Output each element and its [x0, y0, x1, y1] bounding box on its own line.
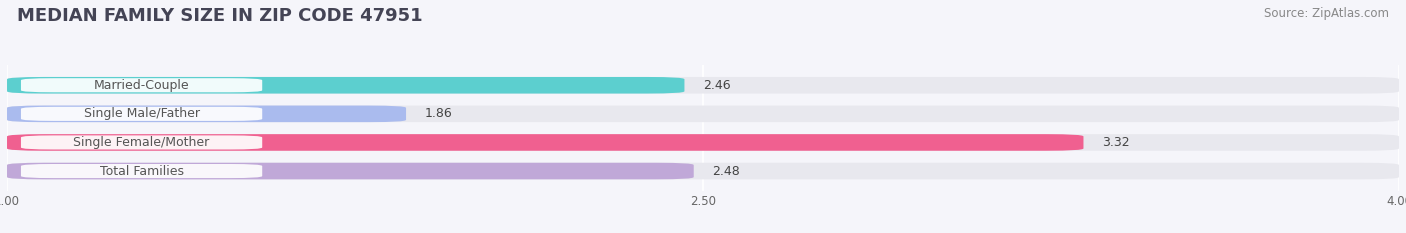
FancyBboxPatch shape — [7, 106, 406, 122]
FancyBboxPatch shape — [7, 77, 685, 94]
FancyBboxPatch shape — [21, 107, 263, 121]
Text: Married-Couple: Married-Couple — [94, 79, 190, 92]
FancyBboxPatch shape — [21, 135, 263, 150]
FancyBboxPatch shape — [7, 134, 1399, 151]
FancyBboxPatch shape — [7, 163, 693, 179]
Text: Single Male/Father: Single Male/Father — [83, 107, 200, 120]
Text: Single Female/Mother: Single Female/Mother — [73, 136, 209, 149]
FancyBboxPatch shape — [7, 134, 1084, 151]
Text: 3.32: 3.32 — [1102, 136, 1129, 149]
Text: 2.48: 2.48 — [713, 164, 740, 178]
Text: Total Families: Total Families — [100, 164, 184, 178]
FancyBboxPatch shape — [7, 106, 1399, 122]
FancyBboxPatch shape — [7, 163, 1399, 179]
Text: MEDIAN FAMILY SIZE IN ZIP CODE 47951: MEDIAN FAMILY SIZE IN ZIP CODE 47951 — [17, 7, 422, 25]
FancyBboxPatch shape — [7, 77, 1399, 94]
Text: 2.46: 2.46 — [703, 79, 731, 92]
FancyBboxPatch shape — [21, 78, 263, 92]
FancyBboxPatch shape — [21, 164, 263, 178]
Text: 1.86: 1.86 — [425, 107, 453, 120]
Text: Source: ZipAtlas.com: Source: ZipAtlas.com — [1264, 7, 1389, 20]
